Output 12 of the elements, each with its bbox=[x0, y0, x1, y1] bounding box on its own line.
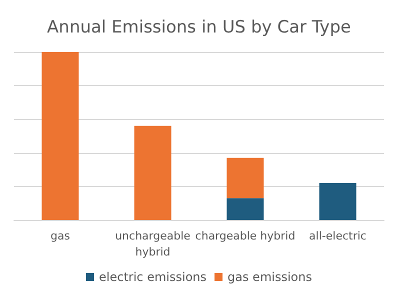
bar bbox=[42, 52, 79, 220]
bar bbox=[226, 198, 264, 220]
bar bbox=[319, 183, 356, 220]
chart-title: Annual Emissions in US by Car Type bbox=[47, 18, 351, 38]
bar bbox=[226, 158, 264, 198]
x-tick-label: gas bbox=[50, 230, 70, 242]
legend-label: electric emissions bbox=[98, 270, 207, 284]
legend-label: gas emissions bbox=[228, 270, 312, 284]
x-tick-label: all-electric bbox=[309, 230, 366, 242]
bar bbox=[134, 126, 172, 220]
x-tick-label: unchargeable hybrid bbox=[115, 230, 191, 258]
x-tick-label: chargeable hybrid bbox=[195, 230, 296, 242]
